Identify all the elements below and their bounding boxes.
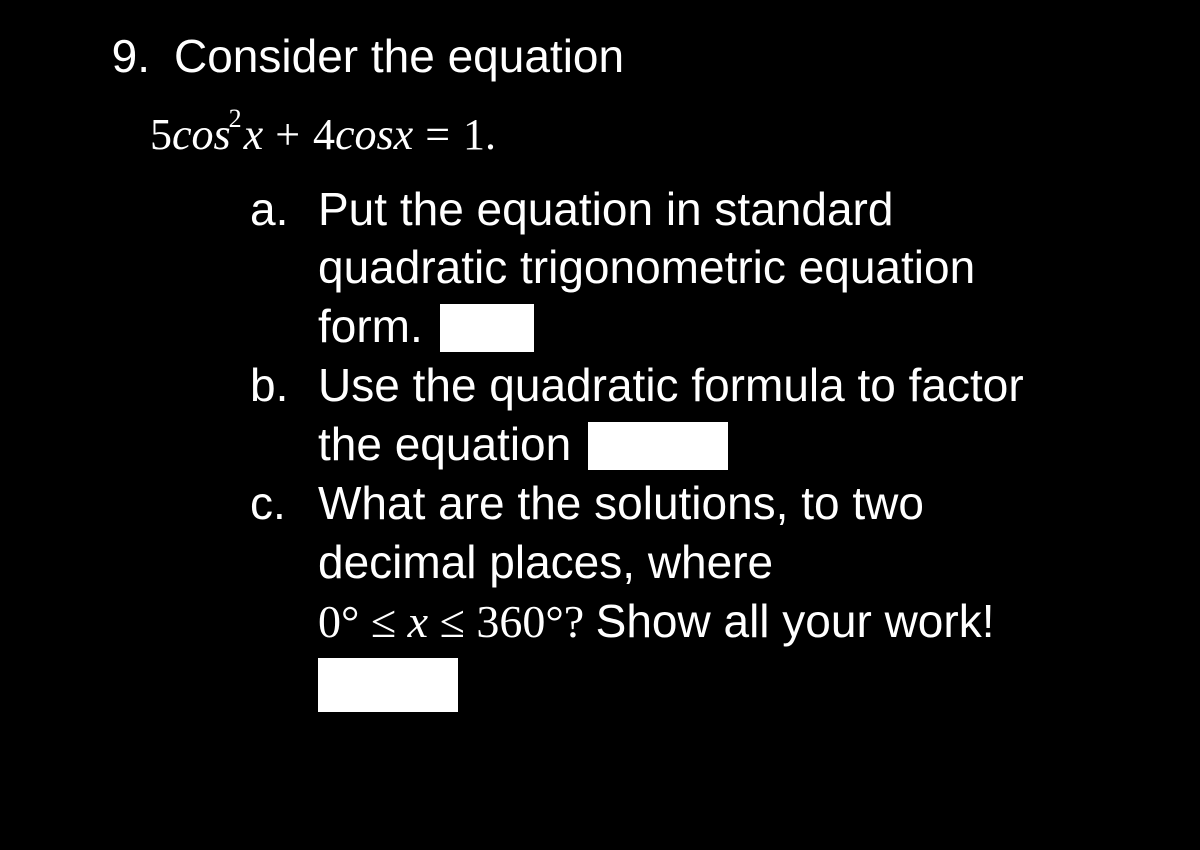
part-a-body: Put the equation in standard quadratic t… (318, 180, 1160, 357)
question-row: 9. Consider the equation (60, 28, 1160, 86)
part-c-line1: What are the solutions, to two (318, 474, 1160, 533)
sub-parts: a. Put the equation in standard quadrati… (250, 180, 1160, 712)
page: 9. Consider the equation 5cos2x + 4cosx … (0, 0, 1200, 850)
eq-equals: = (413, 110, 463, 159)
range-hi: 360 (476, 596, 545, 647)
eq-var1: x (244, 110, 264, 159)
part-b-line2: the equation (318, 415, 1160, 474)
eq-coeff2: 4 (313, 110, 335, 159)
range-deg2: ° (545, 596, 563, 647)
part-c-label: c. (250, 474, 318, 533)
range-zero: 0 (318, 596, 341, 647)
part-a: a. Put the equation in standard quadrati… (250, 180, 1160, 357)
part-c-line3: 0° ≤ x ≤ 360°? Show all your work! (318, 592, 1160, 652)
part-b-line2-prefix: the equation (318, 418, 571, 470)
eq-coeff1: 5 (150, 110, 172, 159)
part-a-line3-prefix: form. (318, 300, 423, 352)
part-a-blank[interactable] (440, 304, 534, 352)
part-b-blank[interactable] (588, 422, 728, 470)
part-c-blank[interactable] (318, 658, 458, 712)
question-stem: Consider the equation (174, 28, 1160, 86)
range-deg1: ° (341, 596, 359, 647)
part-b-body: Use the quadratic formula to factor the … (318, 356, 1160, 474)
range-le2: ≤ (428, 596, 476, 647)
eq-rhs: 1. (463, 110, 496, 159)
range-le1: ≤ (359, 596, 407, 647)
part-a-label: a. (250, 180, 318, 239)
eq-plus: + (263, 110, 313, 159)
part-a-line2: quadratic trigonometric equation (318, 238, 1160, 297)
part-c-line3-suffix: Show all your work! (596, 595, 995, 647)
range-q: ? (564, 596, 584, 647)
part-a-line1: Put the equation in standard (318, 180, 1160, 239)
part-a-line3: form. (318, 297, 1160, 356)
range-expr: 0° ≤ x ≤ 360°? (318, 596, 596, 647)
equation: 5cos2x + 4cosx = 1. (150, 104, 1160, 160)
range-var: x (408, 596, 428, 647)
eq-exponent: 2 (229, 104, 242, 133)
part-c: c. What are the solutions, to two decima… (250, 474, 1160, 712)
part-b: b. Use the quadratic formula to factor t… (250, 356, 1160, 474)
part-b-line1: Use the quadratic formula to factor (318, 356, 1160, 415)
part-c-body: What are the solutions, to two decimal p… (318, 474, 1160, 712)
part-c-line2: decimal places, where (318, 533, 1160, 592)
part-b-label: b. (250, 356, 318, 415)
eq-func1: cos (172, 110, 231, 159)
eq-var2: x (394, 110, 414, 159)
question-number: 9. (60, 28, 174, 86)
eq-func2: cos (335, 110, 394, 159)
